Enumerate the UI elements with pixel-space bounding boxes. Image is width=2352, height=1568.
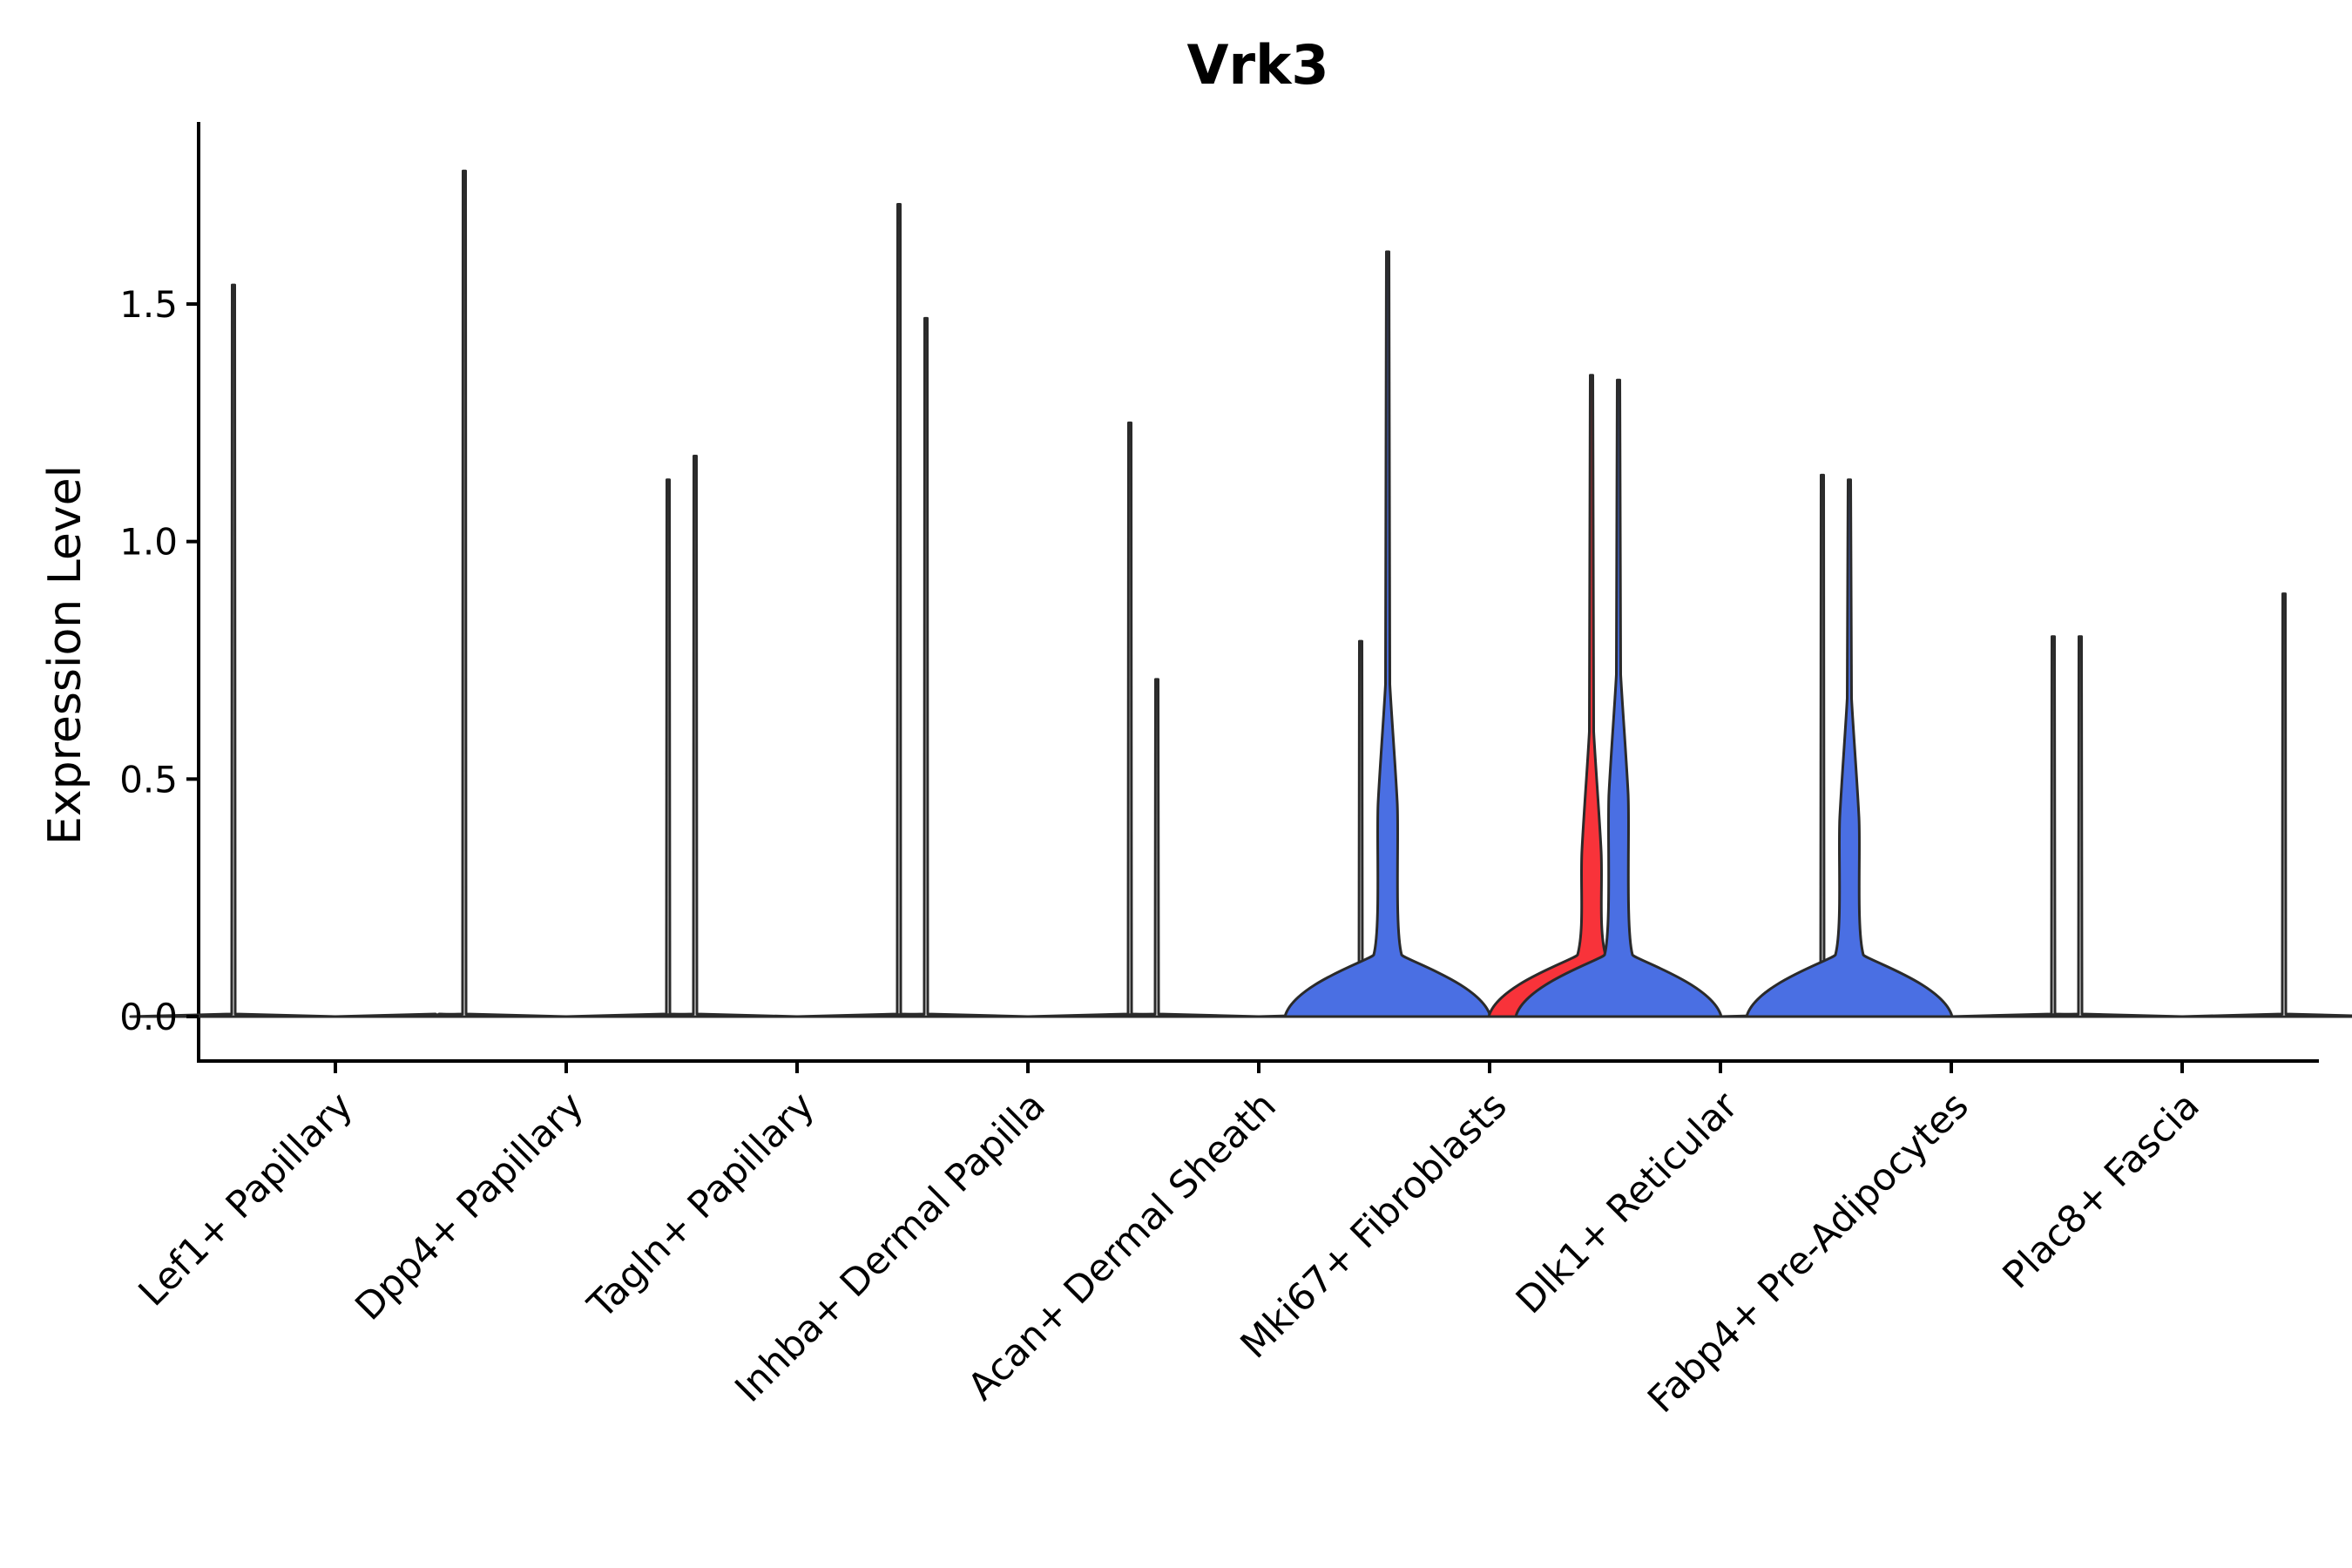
violin-9-right xyxy=(2180,592,2352,1018)
x-tick-label: Dpp4+ Papillary xyxy=(348,1084,592,1328)
violin-2-left xyxy=(360,169,569,1018)
y-tick-label: 1.0 xyxy=(119,521,178,564)
violin-2-right xyxy=(564,478,773,1018)
violin-4-right xyxy=(1025,421,1234,1018)
x-tick-label: Lef1+ Papillary xyxy=(131,1084,362,1315)
violin-5-left xyxy=(1052,678,1261,1018)
violin-1-left xyxy=(129,283,338,1018)
violin-8-right xyxy=(1949,635,2158,1018)
violin-7-left xyxy=(1514,378,1723,1018)
y-ticks: 0.0 0.5 1.0 1.5 xyxy=(119,283,199,1038)
violin-9-left xyxy=(1976,635,2185,1018)
violin-3-right xyxy=(794,202,1004,1018)
violin-group xyxy=(129,169,2352,1018)
x-tick-label: Mki67+ Fibroblasts xyxy=(1233,1084,1516,1367)
violin-8-left xyxy=(1745,478,1954,1018)
y-tick-label: 0.5 xyxy=(119,758,178,801)
y-tick-label: 0.0 xyxy=(119,996,178,1038)
violin-6-right xyxy=(1487,374,1696,1018)
x-tick-label: Tagln+ Papillary xyxy=(579,1084,823,1328)
x-tick-label: Plac8+ Fascia xyxy=(1995,1084,2208,1297)
violin-3-left xyxy=(591,455,800,1018)
y-tick-label: 1.5 xyxy=(119,283,178,326)
x-tick-label: Dlk1+ Reticular xyxy=(1508,1084,1747,1322)
chart-title: Vrk3 xyxy=(1187,33,1329,97)
violin-7-right xyxy=(1718,473,1927,1018)
violin-4-left xyxy=(821,316,1031,1018)
violin-6-left xyxy=(1283,250,1492,1018)
y-axis-label: Expression Level xyxy=(39,465,91,845)
